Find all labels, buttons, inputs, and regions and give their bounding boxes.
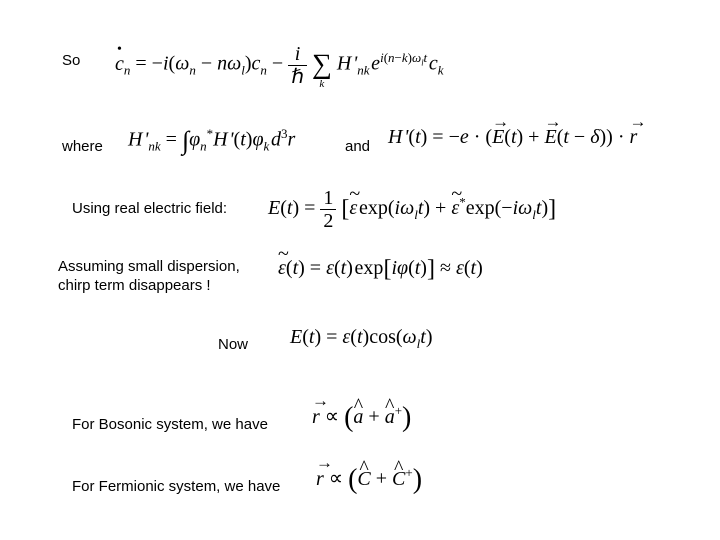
- label-using-real-field: Using real electric field:: [72, 200, 227, 217]
- label-assuming-l2: chirp term disappears !: [58, 277, 240, 294]
- equation-cn-dot: cn = −i(ωn − nωl)cn − iℏ ∑k H 'nk ei(n−k…: [115, 40, 444, 90]
- equation-hnk: H 'nk = ∫φn*H '(t)φk d3r: [128, 126, 295, 156]
- equation-epsilon-tilde: ε(t) = ε(t) exp[iφ(t)] ≈ ε(t): [278, 256, 483, 283]
- label-fermionic: For Fermionic system, we have: [72, 478, 280, 495]
- label-where: where: [62, 138, 103, 155]
- equation-r-bosonic: r ∝ (a + a+): [312, 402, 411, 434]
- equation-r-fermionic: r ∝ (C + C+): [316, 464, 422, 496]
- label-now: Now: [218, 336, 248, 353]
- label-assuming-l1: Assuming small dispersion,: [58, 258, 240, 275]
- equation-E-cos: E(t) = ε(t)cos(ωlt): [290, 326, 433, 352]
- label-bosonic: For Bosonic system, we have: [72, 416, 268, 433]
- label-so: So: [62, 52, 80, 69]
- equation-real-field: E(t) = 12 [ε exp(iωlt) + ε*exp(−iωlt)]: [268, 188, 556, 231]
- label-and: and: [345, 138, 370, 155]
- equation-hprime-t: H '(t) = −e · (E(t) + E(t − δ)) · r: [388, 126, 637, 149]
